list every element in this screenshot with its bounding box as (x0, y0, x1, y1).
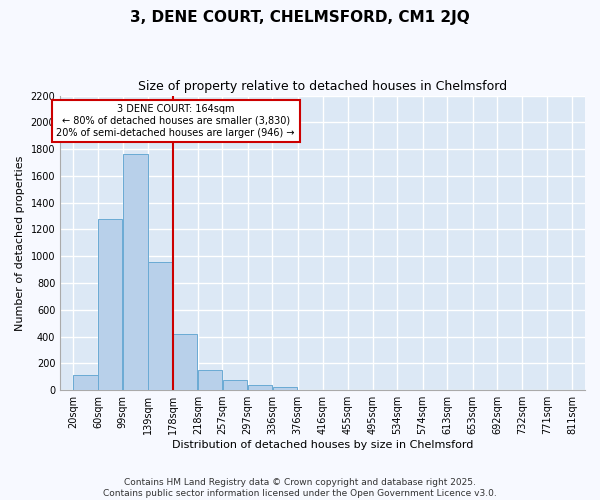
Bar (98, 218, 122, 390)
Bar (223, 380, 247, 390)
Y-axis label: Number of detached properties: Number of detached properties (15, 155, 25, 330)
Bar (248, 384, 272, 390)
Bar (273, 388, 297, 390)
Bar (73, 376, 98, 390)
Bar (148, 262, 172, 390)
Text: 3 DENE COURT: 164sqm
← 80% of detached houses are smaller (3,830)
20% of semi-de: 3 DENE COURT: 164sqm ← 80% of detached h… (56, 104, 295, 138)
Bar (123, 154, 148, 390)
Bar (173, 334, 197, 390)
Text: Contains HM Land Registry data © Crown copyright and database right 2025.
Contai: Contains HM Land Registry data © Crown c… (103, 478, 497, 498)
Bar (198, 370, 222, 390)
Text: 3, DENE COURT, CHELMSFORD, CM1 2JQ: 3, DENE COURT, CHELMSFORD, CM1 2JQ (130, 10, 470, 25)
X-axis label: Distribution of detached houses by size in Chelmsford: Distribution of detached houses by size … (172, 440, 473, 450)
Title: Size of property relative to detached houses in Chelmsford: Size of property relative to detached ho… (138, 80, 507, 93)
